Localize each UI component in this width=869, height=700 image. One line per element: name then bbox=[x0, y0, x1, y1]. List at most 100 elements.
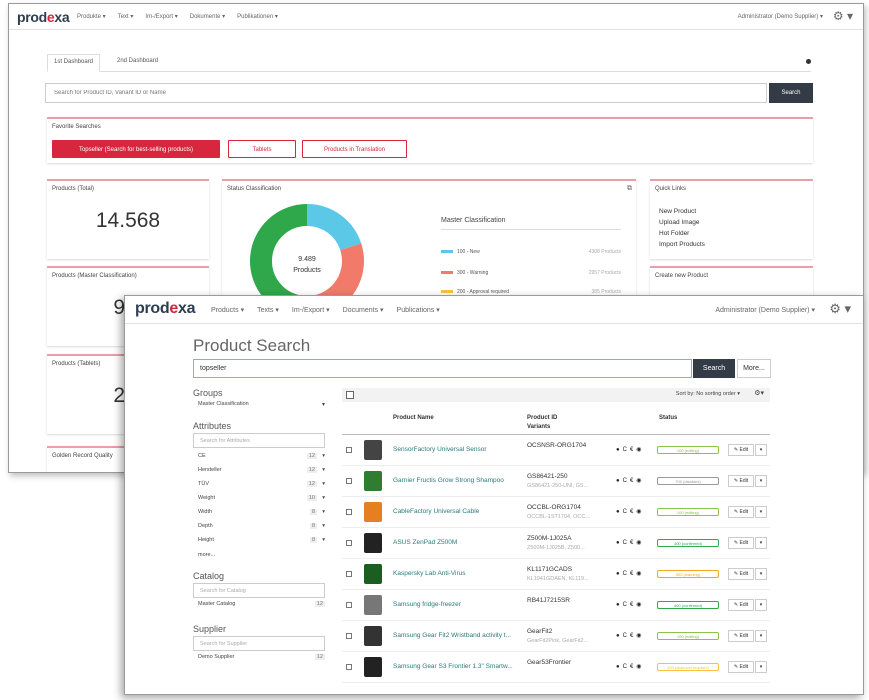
product-search-input[interactable] bbox=[193, 359, 692, 378]
product-thumbnail bbox=[364, 502, 382, 522]
column-header-name[interactable]: Product Name bbox=[393, 415, 434, 421]
attributes-more-link[interactable]: more... bbox=[198, 552, 216, 558]
attribute-item[interactable]: CE 12 ▾ bbox=[198, 453, 325, 459]
chevron-down-icon[interactable]: ▾ bbox=[755, 568, 767, 580]
catalog-item[interactable]: Master Catalog 12 bbox=[198, 601, 325, 607]
product-name-link[interactable]: ASUS ZenPad Z500M bbox=[393, 539, 458, 546]
attribute-item[interactable]: Width 8 ▾ bbox=[198, 509, 325, 515]
product-name-link[interactable]: Samsung fridge-freezer bbox=[393, 601, 461, 608]
product-name-link[interactable]: Samsung Gear Fit2 Wristband activity t..… bbox=[393, 632, 512, 639]
supplier-search-input[interactable]: Search for Supplier bbox=[193, 636, 325, 651]
product-name-link[interactable]: CableFactory Universal Cable bbox=[393, 508, 480, 515]
info-icon[interactable] bbox=[806, 59, 811, 64]
edit-button[interactable]: ✎ Edit bbox=[728, 444, 754, 456]
sort-dropdown[interactable]: Sort by: No sorting order ▾ bbox=[675, 391, 740, 397]
select-all-checkbox[interactable] bbox=[346, 391, 354, 399]
chevron-down-icon[interactable]: ▾ bbox=[755, 630, 767, 642]
table-row[interactable]: Samsung fridge-freezer RB41J7215SR ●C€◉ 400… bbox=[342, 590, 770, 621]
row-status-icons: ●C€◉ bbox=[616, 508, 645, 515]
product-name-link[interactable]: Samsung Gear S3 Frontier 1.3" Smartw... bbox=[393, 663, 513, 670]
product-name-link[interactable]: Kaspersky Lab Anti-Virus bbox=[393, 570, 466, 577]
attribute-item[interactable]: TÜV 12 ▾ bbox=[198, 481, 325, 487]
column-header-status[interactable]: Status bbox=[659, 415, 678, 421]
nav-import-export[interactable]: Im-/Export bbox=[292, 306, 330, 314]
chevron-down-icon[interactable]: ▾ bbox=[755, 506, 767, 518]
user-menu[interactable]: Administrator (Demo Supplier) ▾ bbox=[737, 14, 823, 20]
row-checkbox[interactable] bbox=[346, 478, 352, 484]
product-name-link[interactable]: SensorFactory Universal Sensor bbox=[393, 446, 487, 453]
favorite-tablets-button[interactable]: Tablets bbox=[228, 140, 296, 158]
edit-button[interactable]: ✎ Edit bbox=[728, 506, 754, 518]
row-checkbox[interactable] bbox=[346, 447, 352, 453]
row-checkbox[interactable] bbox=[346, 633, 352, 639]
chevron-down-icon[interactable]: ▾ bbox=[755, 444, 767, 456]
attribute-item[interactable]: Height 8 ▾ bbox=[198, 537, 325, 543]
tab-2nd-dashboard[interactable]: 2nd Dashboard bbox=[117, 58, 159, 64]
globe-icon: ◉ bbox=[636, 664, 645, 670]
nav-documents[interactable]: Dokumente bbox=[190, 13, 225, 20]
edit-button[interactable]: ✎ Edit bbox=[728, 630, 754, 642]
favorite-topseller-button[interactable]: Topseller (Search for best-selling produ… bbox=[52, 140, 220, 158]
nav-products[interactable]: Produkte bbox=[77, 13, 106, 20]
row-checkbox[interactable] bbox=[346, 540, 352, 546]
search-button[interactable]: Search bbox=[769, 83, 813, 103]
user-menu[interactable]: Administrator (Demo Supplier) ▾ bbox=[715, 307, 815, 314]
table-row[interactable]: Samsung Gear Fit2 Wristband activity t..… bbox=[342, 621, 770, 652]
edit-button[interactable]: ✎ Edit bbox=[728, 568, 754, 580]
gear-icon[interactable]: ⚙ ▾ bbox=[829, 301, 851, 316]
nav-publications[interactable]: Publications bbox=[397, 306, 440, 314]
edit-button[interactable]: ✎ Edit bbox=[728, 599, 754, 611]
gear-icon[interactable]: ⚙▾ bbox=[754, 390, 764, 397]
groups-select[interactable]: Master Classification ▾ bbox=[198, 401, 325, 408]
row-status-icons: ●C€◉ bbox=[616, 477, 645, 484]
attribute-item[interactable]: Hersteller 12 ▾ bbox=[198, 467, 325, 473]
supplier-item[interactable]: Demo Supplier 12 bbox=[198, 654, 325, 660]
edit-button[interactable]: ✎ Edit bbox=[728, 475, 754, 487]
table-row[interactable]: Kaspersky Lab Anti-Virus KL1171GCADS KL194… bbox=[342, 559, 770, 590]
row-checkbox[interactable] bbox=[346, 571, 352, 577]
nav-documents[interactable]: Documents bbox=[343, 306, 384, 314]
search-button[interactable]: Search bbox=[693, 359, 735, 378]
product-thumbnail bbox=[364, 626, 382, 646]
edit-button[interactable]: ✎ Edit bbox=[728, 537, 754, 549]
row-checkbox[interactable] bbox=[346, 664, 352, 670]
quick-link-import-products[interactable]: Import Products bbox=[659, 241, 705, 248]
attributes-search-input[interactable]: Search for Attributes bbox=[193, 433, 325, 448]
quick-link-hot-folder[interactable]: Hot Folder bbox=[659, 230, 690, 237]
nav-texts[interactable]: Texts bbox=[257, 306, 279, 314]
column-header-product-id[interactable]: Product ID Variants bbox=[527, 415, 558, 430]
attribute-item[interactable]: Weight 10 ▾ bbox=[198, 495, 325, 501]
stat-value: 14.568 bbox=[95, 209, 161, 232]
prodexa-logo[interactable]: prodexa bbox=[17, 9, 70, 25]
row-checkbox[interactable] bbox=[346, 509, 352, 515]
table-row[interactable]: ASUS ZenPad Z500M Z500M-1J025A Z500M-1J025… bbox=[342, 528, 770, 559]
quick-link-upload-image[interactable]: Upload Image bbox=[659, 219, 700, 226]
chevron-down-icon[interactable]: ▾ bbox=[755, 661, 767, 673]
external-link-icon[interactable]: ⧉ bbox=[627, 185, 632, 192]
prodexa-logo[interactable]: prodexa bbox=[135, 300, 196, 317]
quick-link-new-product[interactable]: New Product bbox=[659, 208, 697, 215]
favorite-translation-button[interactable]: Products in Translation bbox=[302, 140, 407, 158]
status-badge: 300 (warning) bbox=[657, 570, 719, 578]
table-row[interactable]: CableFactory Universal Cable OCCBL-ORG170… bbox=[342, 497, 770, 528]
chevron-down-icon[interactable]: ▾ bbox=[755, 475, 767, 487]
tab-1st-dashboard[interactable]: 1st Dashboard bbox=[47, 54, 101, 72]
edit-button[interactable]: ✎ Edit bbox=[728, 661, 754, 673]
status-classification-card: Status Classification ⧉ 9.489 Products M… bbox=[222, 179, 636, 318]
nav-publications[interactable]: Publikationen bbox=[237, 13, 278, 20]
nav-import-export[interactable]: Im-/Export bbox=[145, 13, 177, 20]
table-row[interactable]: Garnier Fructis Grow Strong Shampoo GS864… bbox=[342, 466, 770, 497]
table-row[interactable]: SensorFactory Universal Sensor OCSNSR-ORG… bbox=[342, 435, 770, 466]
chevron-down-icon[interactable]: ▾ bbox=[755, 599, 767, 611]
product-search-input[interactable] bbox=[45, 83, 767, 103]
gear-icon[interactable]: ⚙ ▾ bbox=[832, 9, 853, 23]
nav-products[interactable]: Products bbox=[211, 306, 244, 314]
chevron-down-icon[interactable]: ▾ bbox=[755, 537, 767, 549]
more-button[interactable]: More... bbox=[737, 359, 771, 378]
attribute-item[interactable]: Depth 8 ▾ bbox=[198, 523, 325, 529]
row-checkbox[interactable] bbox=[346, 602, 352, 608]
product-name-link[interactable]: Garnier Fructis Grow Strong Shampoo bbox=[393, 477, 504, 484]
table-row[interactable]: Samsung Gear S3 Frontier 1.3" Smartw... G… bbox=[342, 652, 770, 683]
nav-text[interactable]: Text bbox=[118, 13, 134, 20]
catalog-search-input[interactable]: Search for Catalog bbox=[193, 583, 325, 598]
